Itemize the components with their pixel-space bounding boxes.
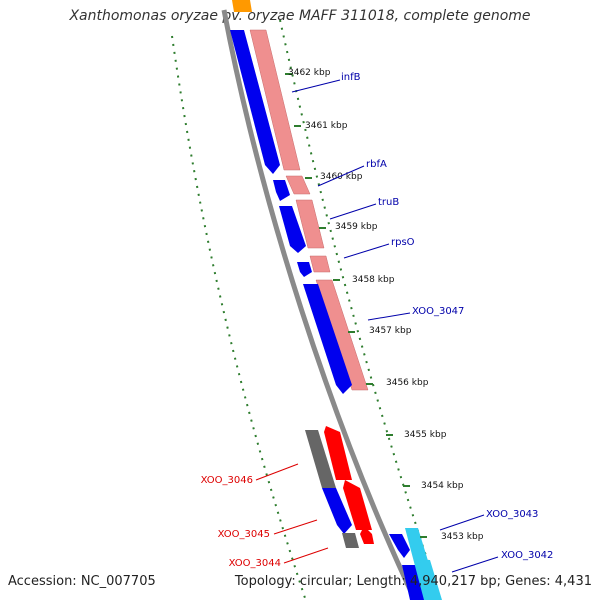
gene-rbfA-arrow <box>273 180 290 201</box>
orange-feature <box>232 0 252 12</box>
ruler-label-3462: 3462 kbp <box>288 68 331 78</box>
gene-blue-bottom <box>402 565 428 600</box>
ruler-label-3455: 3455 kbp <box>404 430 447 440</box>
gene-XOO-3044-block <box>342 533 359 548</box>
ruler-label-3458: 3458 kbp <box>352 275 395 285</box>
gc-skew-track-outer <box>171 35 306 599</box>
gene-label-XOO-3043[interactable]: XOO_3043 <box>486 509 538 520</box>
gene-label-truB[interactable]: truB <box>378 197 399 208</box>
ruler-label-3457: 3457 kbp <box>369 326 412 336</box>
ruler-label-3459: 3459 kbp <box>335 222 378 232</box>
ruler-labels: 3462 kbp 3461 kbp 3460 kbp 3459 kbp 3458… <box>288 68 484 542</box>
map-title: Xanthomonas oryzae pv. oryzae MAFF 31101… <box>69 8 531 24</box>
gene-XOO-3042-cyan <box>420 560 442 600</box>
gene-red-arrow-1 <box>324 426 352 480</box>
label-leaders-blue <box>291 79 499 573</box>
gene-label-XOO-3047[interactable]: XOO_3047 <box>412 306 464 317</box>
gene-label-XOO-3042[interactable]: XOO_3042 <box>501 550 553 561</box>
gene-XOO-3043-arrow-blue <box>389 534 410 558</box>
label-leaders-red <box>255 463 329 564</box>
forward-cds-track <box>230 30 428 600</box>
ruler-label-3460: 3460 kbp <box>320 172 363 182</box>
gene-rpsO-arrow <box>297 262 312 277</box>
gene-labels: infB rbfA truB rpsO XOO_3047 XOO_3043 XO… <box>201 72 554 569</box>
gene-XOO-3047-arrow <box>303 284 352 394</box>
gene-label-rpsO[interactable]: rpsO <box>391 237 415 248</box>
gene-XOO-3046-block <box>305 430 336 488</box>
ruler-label-3454: 3454 kbp <box>421 481 464 491</box>
gene-XOO-3045-arrow-blue <box>322 488 352 534</box>
rna-track <box>305 430 359 548</box>
genome-backbone <box>221 9 418 600</box>
conservation-block <box>285 175 311 195</box>
gene-label-XOO-3046[interactable]: XOO_3046 <box>201 475 253 486</box>
gene-red-arrow-2 <box>343 480 372 530</box>
topology-text: Topology: circular; Length: 4,940,217 bp… <box>234 574 592 589</box>
forward-other-track <box>405 528 442 600</box>
ruler-label-3461: 3461 kbp <box>305 121 348 131</box>
gene-infB-arrow <box>230 30 280 174</box>
conservation-block <box>249 29 301 171</box>
conservation-block <box>295 199 325 249</box>
ruler-label-3456: 3456 kbp <box>386 378 429 388</box>
accession-text: Accession: NC_007705 <box>8 574 156 589</box>
conservation-track <box>249 29 369 391</box>
gene-label-infB[interactable]: infB <box>341 72 361 83</box>
gene-label-XOO-3045[interactable]: XOO_3045 <box>218 529 270 540</box>
gene-red-arrow-3 <box>360 526 374 544</box>
gene-label-XOO-3044[interactable]: XOO_3044 <box>229 558 281 569</box>
reverse-cds-track <box>324 426 374 544</box>
ruler-ticks <box>285 73 427 538</box>
gene-label-rbfA[interactable]: rbfA <box>366 159 387 170</box>
gene-truB-arrow <box>279 206 306 253</box>
ruler-label-3453: 3453 kbp <box>441 532 484 542</box>
conservation-block <box>309 255 331 273</box>
